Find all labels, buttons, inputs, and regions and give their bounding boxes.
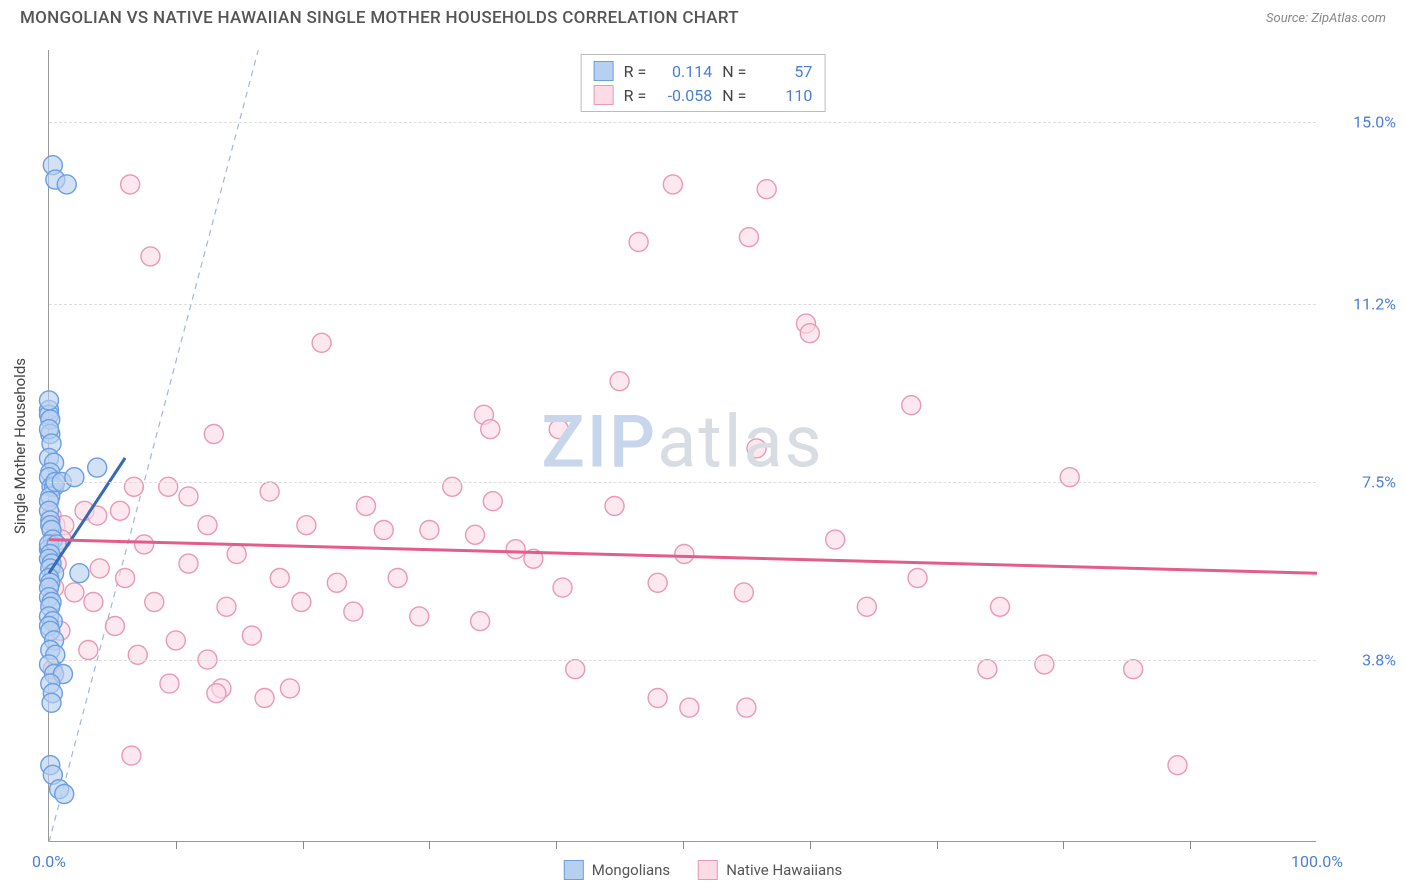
- legend: Mongolians Native Hawaiians: [564, 860, 842, 880]
- x-tick-label: 100.0%: [1291, 852, 1343, 871]
- r-label: R =: [624, 86, 647, 105]
- legend-item: Native Hawaiians: [698, 860, 842, 880]
- r-value: -0.058: [656, 86, 712, 105]
- n-label: N =: [722, 86, 746, 105]
- swatch-icon: [698, 860, 718, 880]
- stats-row-native-hawaiians: R = -0.058 N = 110: [594, 83, 813, 107]
- legend-item: Mongolians: [564, 860, 670, 880]
- n-value: 110: [756, 86, 812, 105]
- r-value: 0.114: [656, 62, 712, 81]
- x-tick-label: 0.0%: [32, 852, 66, 871]
- y-tick-label: 3.8%: [1326, 650, 1396, 669]
- y-tick-label: 11.2%: [1326, 295, 1396, 314]
- chart-title: MONGOLIAN VS NATIVE HAWAIIAN SINGLE MOTH…: [20, 8, 739, 28]
- legend-label: Mongolians: [592, 861, 670, 879]
- legend-label: Native Hawaiians: [726, 861, 842, 879]
- swatch-icon: [594, 85, 614, 105]
- n-value: 57: [756, 62, 812, 81]
- scatter-plot-svg: [49, 50, 1316, 841]
- r-label: R =: [624, 62, 647, 81]
- n-label: N =: [722, 62, 746, 81]
- y-axis-title: Single Mother Households: [11, 358, 29, 534]
- swatch-icon: [564, 860, 584, 880]
- chart-plot-area: ZIPatlas 3.8%7.5%11.2%15.0%0.0%100.0%: [48, 50, 1316, 842]
- stats-row-mongolians: R = 0.114 N = 57: [594, 59, 813, 83]
- source-attribution: Source: ZipAtlas.com: [1266, 11, 1386, 26]
- correlation-stats-box: R = 0.114 N = 57 R = -0.058 N = 110: [581, 54, 826, 112]
- y-tick-label: 7.5%: [1326, 473, 1396, 492]
- y-tick-label: 15.0%: [1326, 113, 1396, 132]
- swatch-icon: [594, 61, 614, 81]
